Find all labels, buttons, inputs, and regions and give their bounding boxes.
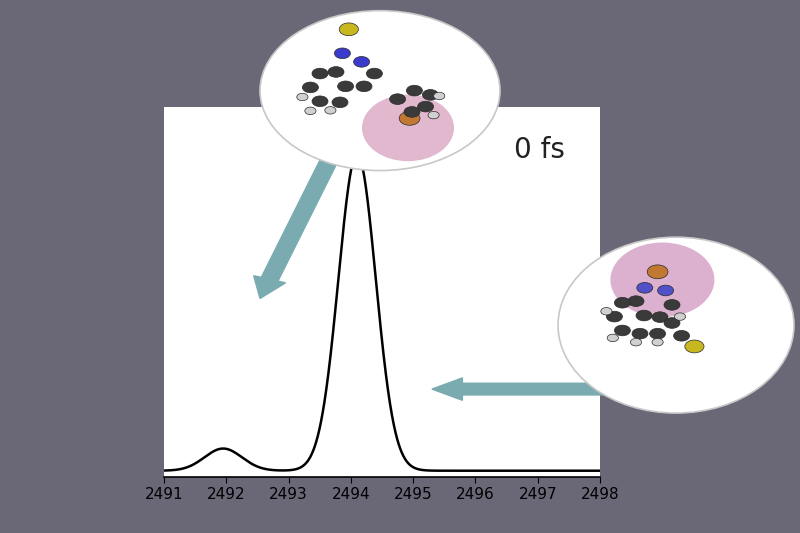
Text: 0 fs: 0 fs xyxy=(514,136,565,164)
